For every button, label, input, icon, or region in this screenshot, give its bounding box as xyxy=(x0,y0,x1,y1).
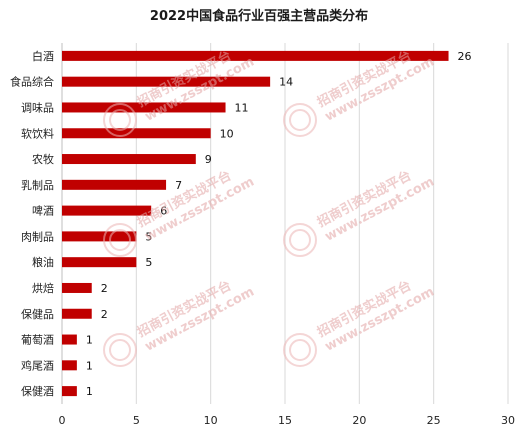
bar xyxy=(62,205,152,216)
bar xyxy=(62,50,449,61)
category-label: 保健品 xyxy=(21,307,54,321)
value-label: 2 xyxy=(101,308,108,321)
bar xyxy=(62,76,271,87)
value-label: 5 xyxy=(145,230,152,243)
value-label: 14 xyxy=(279,76,293,89)
value-label: 1 xyxy=(86,385,93,398)
category-label: 鸡尾酒 xyxy=(21,358,54,372)
value-label: 7 xyxy=(175,179,182,192)
value-label: 9 xyxy=(205,153,212,166)
value-label: 1 xyxy=(86,334,93,347)
bar xyxy=(62,386,77,397)
value-label: 5 xyxy=(145,256,152,269)
watermark-logo-icon xyxy=(103,223,137,257)
bar xyxy=(62,334,77,345)
bar xyxy=(62,308,92,319)
category-label: 食品综合 xyxy=(10,75,54,89)
x-tick-label: 20 xyxy=(352,414,366,427)
x-tick-label: 10 xyxy=(204,414,218,427)
value-label: 26 xyxy=(458,50,472,63)
watermark-logo-inner-icon xyxy=(289,229,311,251)
category-label: 肉制品 xyxy=(21,230,54,243)
watermark-logo-icon xyxy=(283,333,317,367)
bar xyxy=(62,257,137,268)
x-axis-ticks: 0 5 10 15 20 25 30 xyxy=(59,414,516,427)
bar xyxy=(62,154,196,165)
category-label: 葡萄酒 xyxy=(21,334,54,347)
category-label: 粮油 xyxy=(32,255,54,269)
category-label: 乳制品 xyxy=(21,179,54,192)
category-label: 软饮料 xyxy=(21,126,54,140)
watermark-logo-inner-icon xyxy=(109,339,131,361)
watermark-logo-icon xyxy=(103,333,137,367)
x-tick-label: 0 xyxy=(59,414,66,427)
watermark-logo-inner-icon xyxy=(289,109,311,131)
x-tick-label: 30 xyxy=(501,414,515,427)
bar xyxy=(62,231,137,242)
watermark-logo-icon xyxy=(283,223,317,257)
watermark-logo-inner-icon xyxy=(289,339,311,361)
bar xyxy=(62,102,226,113)
x-tick-label: 25 xyxy=(427,414,441,427)
x-tick-label: 5 xyxy=(133,414,140,427)
category-label: 保健酒 xyxy=(21,384,54,398)
category-label: 农牧 xyxy=(32,152,54,166)
value-label: 6 xyxy=(160,205,167,218)
value-label: 10 xyxy=(220,127,234,140)
category-label: 烘焙 xyxy=(32,281,54,295)
bars xyxy=(62,50,449,397)
watermark-logo-icon xyxy=(283,103,317,137)
category-label: 啤酒 xyxy=(32,204,54,218)
watermark-logo-icon xyxy=(103,103,137,137)
x-tick-label: 15 xyxy=(278,414,292,427)
bar xyxy=(62,360,77,371)
watermark-logo-inner-icon xyxy=(109,229,131,251)
watermark-logo-inner-icon xyxy=(109,109,131,131)
bar xyxy=(62,128,211,139)
category-label: 白酒 xyxy=(32,49,54,63)
value-label: 1 xyxy=(86,359,93,372)
bar xyxy=(62,179,167,190)
category-label: 调味品 xyxy=(21,101,54,114)
bar xyxy=(62,282,92,293)
value-label: 11 xyxy=(235,101,249,114)
chart-title: 2022中国食品行业百强主营品类分布 xyxy=(150,8,368,24)
value-label: 2 xyxy=(101,282,108,295)
